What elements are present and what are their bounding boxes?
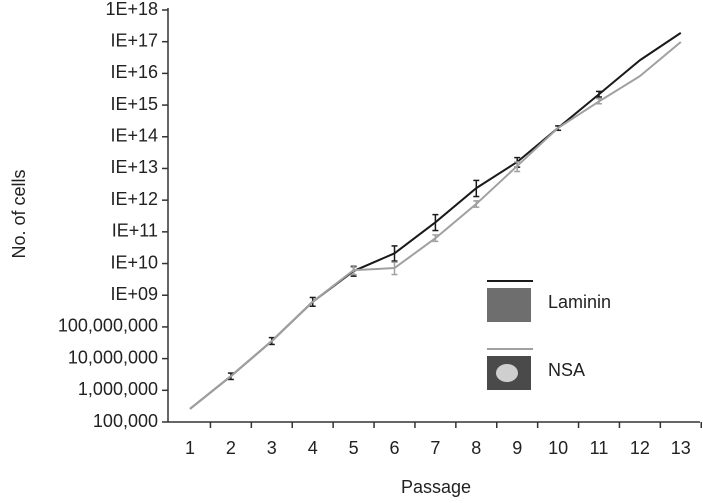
x-tick-label: 9	[512, 438, 522, 458]
y-tick-label: 10,000,000	[68, 347, 158, 367]
x-tick-label: 12	[630, 438, 650, 458]
x-tick-label: 1	[185, 438, 195, 458]
x-tick-label: 8	[471, 438, 481, 458]
x-tick-label: 11	[590, 438, 609, 458]
y-tick-label: IE+11	[112, 221, 158, 241]
y-tick-label: 1,000,000	[78, 379, 158, 399]
x-tick-label: 10	[548, 438, 568, 458]
x-tick-label: 3	[267, 438, 277, 458]
x-tick-label: 13	[671, 438, 691, 458]
x-tick-label: 5	[349, 438, 359, 458]
y-tick-label: IE+17	[110, 30, 158, 50]
x-axis-title: Passage	[401, 477, 471, 497]
y-tick-label: 1E+18	[105, 0, 158, 19]
y-tick-label: IE+13	[110, 157, 158, 177]
y-tick-label: IE+15	[110, 94, 158, 114]
y-tick-label: 100,000	[93, 411, 158, 431]
x-tick-label: 6	[389, 438, 399, 458]
legend-label: Laminin	[548, 292, 611, 312]
x-tick-label: 7	[430, 438, 440, 458]
x-tick-label: 4	[308, 438, 318, 458]
y-tick-label: IE+10	[110, 252, 158, 272]
y-tick-label: IE+09	[110, 284, 158, 304]
y-tick-label: IE+12	[110, 189, 158, 209]
y-tick-label: IE+14	[110, 126, 158, 146]
legend-image	[487, 288, 531, 322]
legend-image-cell	[496, 364, 518, 382]
legend-label: NSA	[548, 360, 585, 380]
y-tick-label: 100,000,000	[58, 316, 158, 336]
y-tick-label: IE+16	[110, 62, 158, 82]
x-tick-label: 2	[226, 438, 236, 458]
y-axis-title: No. of cells	[9, 169, 29, 258]
